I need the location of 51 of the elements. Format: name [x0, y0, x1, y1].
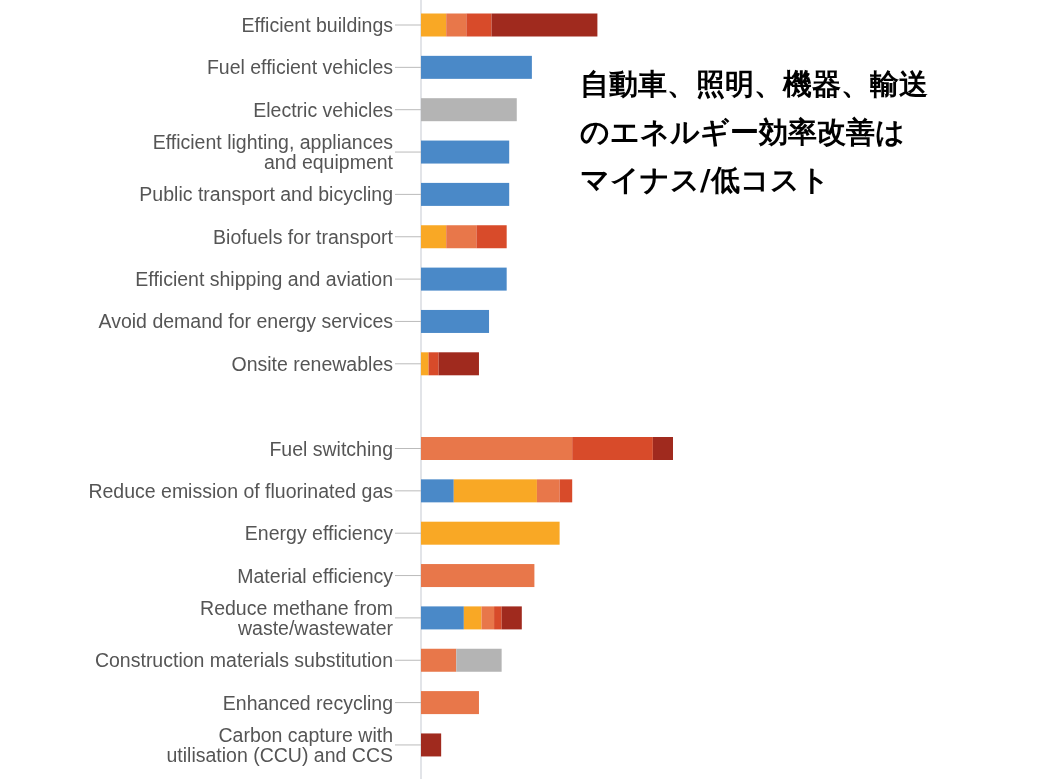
bar [652, 437, 673, 460]
y-tick-label: Material efficiency [237, 564, 394, 587]
y-tick-label: Electric vehicles [253, 98, 394, 121]
y-tick-label: Efficient shipping and aviation [135, 268, 393, 291]
bar [421, 733, 442, 757]
bar [421, 182, 510, 206]
bar [536, 479, 560, 503]
bar [501, 606, 522, 630]
annotation: 自動車、照明、機器、輸送のエネルギー効率改善はマイナス/低コスト [580, 66, 929, 199]
bar [428, 352, 439, 376]
y-tick-label: Efficient lighting, appliances and equipment [152, 131, 394, 174]
y-tick-label: Energy efficiency [244, 522, 394, 545]
y-tick-label: Carbon capture with utilisation (CCU) and CCS [166, 723, 393, 766]
bar [421, 267, 507, 291]
bar [421, 309, 490, 333]
bar [491, 13, 598, 37]
bar [463, 606, 482, 630]
bar [494, 606, 502, 630]
bar [481, 606, 495, 630]
bar [453, 479, 537, 503]
y-tick-label: Avoid demand for energy services [98, 310, 394, 333]
y-tick-label: Reduce methane from waste/wastewater [200, 596, 394, 639]
y-tick-label: Construction materials substitution [94, 649, 393, 672]
bar [438, 352, 479, 376]
bar [476, 225, 507, 249]
y-tick-label: Public transport and bicycling [139, 183, 393, 206]
y-tick-label: Efficient buildings [241, 14, 394, 36]
bar [421, 437, 573, 460]
y-tick-label: Onsite renewables [231, 352, 394, 375]
bar [446, 225, 477, 249]
bar [421, 479, 454, 503]
y-tick-label: Fuel switching [269, 437, 393, 460]
bar [456, 648, 502, 672]
bar [421, 352, 429, 376]
bar [446, 13, 467, 37]
bar [466, 13, 492, 37]
bar [421, 564, 535, 588]
y-tick-label: Biofuels for transport [213, 225, 394, 248]
y-tick-label: Reduce emission of fluorinated gas [88, 479, 394, 502]
bar [572, 437, 653, 460]
bar [421, 140, 510, 164]
bar [421, 691, 479, 715]
bar [559, 479, 573, 503]
y-tick-label: Fuel efficient vehicles [206, 56, 394, 79]
bar [421, 521, 560, 545]
bar [421, 606, 464, 630]
bar [421, 225, 447, 249]
bar [421, 55, 532, 79]
bar [421, 648, 457, 672]
y-tick-label: Enhanced recycling [222, 691, 393, 714]
bar [421, 13, 447, 37]
